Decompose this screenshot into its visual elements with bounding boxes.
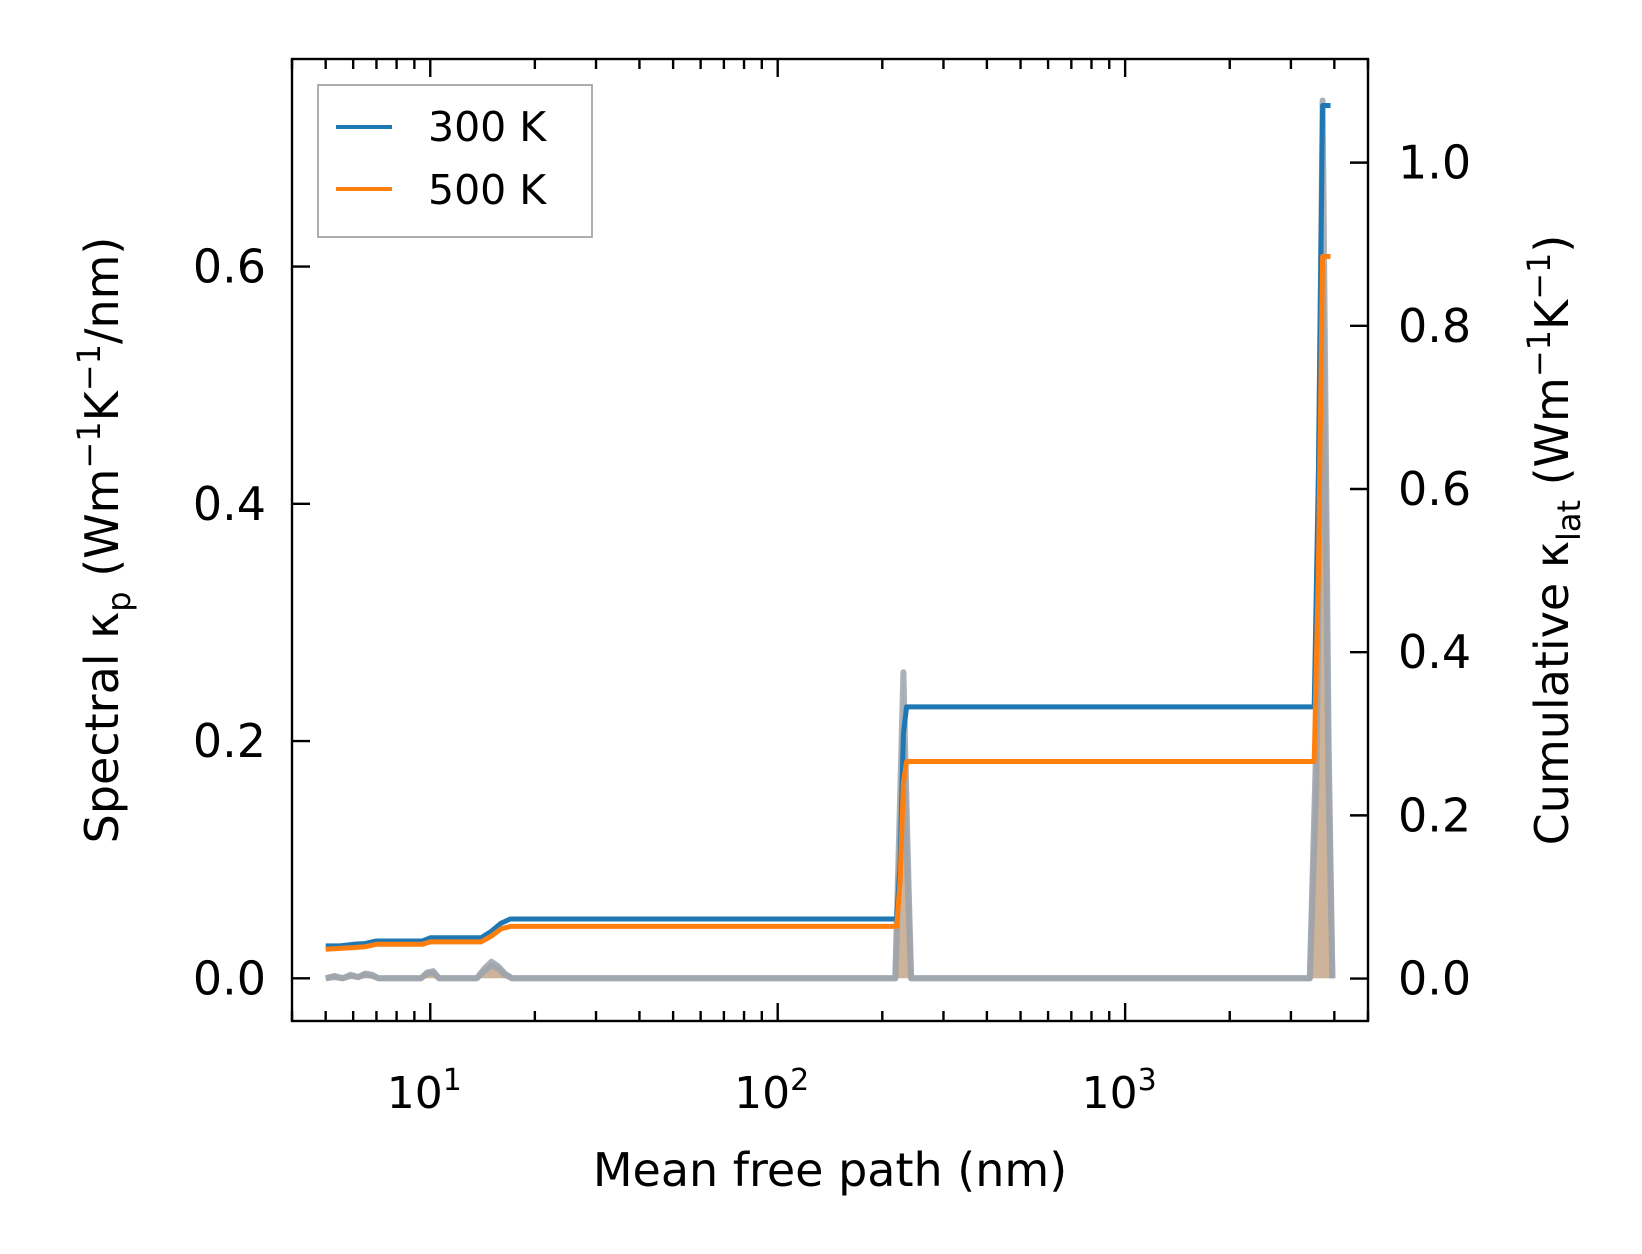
y-right-tick-label: 0.2 (1398, 788, 1471, 842)
x-tick-label: 102 (734, 1063, 809, 1119)
legend-label-500k: 500 K (428, 166, 547, 214)
cumulative-line-500k (325, 254, 1331, 952)
y-right-tick-label: 0.4 (1398, 625, 1471, 679)
y-left-tick-label: 0.0 (193, 951, 266, 1005)
y-left-tick-label: 0.6 (193, 240, 266, 294)
y-left-tick-label: 0.4 (193, 477, 266, 531)
plot-frame (290, 57, 1370, 1023)
x-tick-label: 101 (387, 1063, 462, 1119)
spectral-line-500k (325, 263, 1336, 982)
legend-label-300k: 300 K (428, 103, 547, 151)
x-axis-title: Mean free path (nm) (593, 1143, 1067, 1197)
y-right-tick-label: 1.0 (1398, 136, 1471, 190)
y-right-tick-label: 0.0 (1398, 952, 1471, 1006)
y-left-tick-label: 0.2 (193, 714, 266, 768)
y-right-axis-title: Cumulative κlat (Wm−1K−1) (1520, 235, 1588, 846)
y-right-tick-label: 0.6 (1398, 462, 1471, 516)
legend-box (317, 84, 593, 238)
legend: 300 K 500 K (317, 84, 593, 238)
y-left-axis-title: Spectral κp (Wm−1K−1/nm) (70, 237, 138, 844)
y-right-tick-label: 0.8 (1398, 299, 1471, 353)
x-tick-label: 103 (1082, 1063, 1157, 1119)
cumulative-series-layer (325, 103, 1331, 952)
spectral-series-layer (324, 97, 1336, 982)
axis-labels-layer: 101 102 103 0.0 0.2 0.4 0.6 0.0 0.2 0.4 0.6 0.8 1.0 (193, 136, 1471, 1119)
